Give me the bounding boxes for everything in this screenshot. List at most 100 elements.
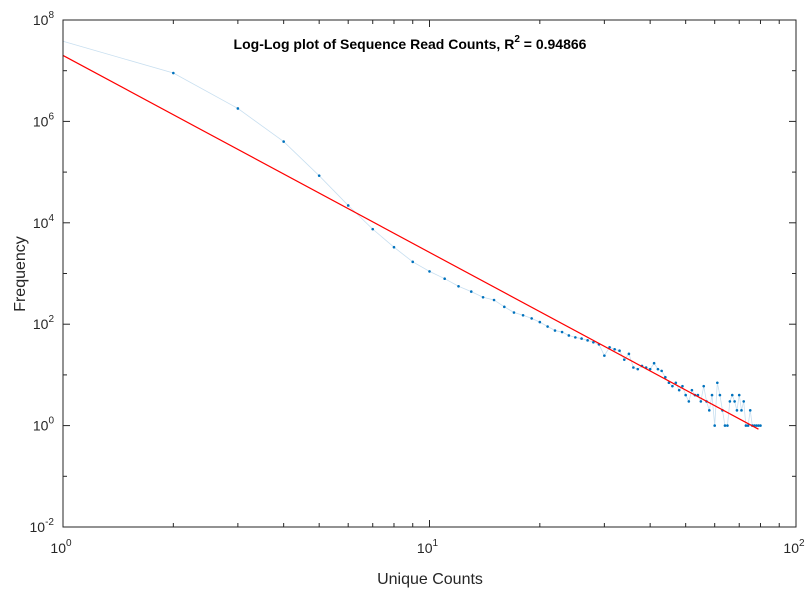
data-point: [687, 400, 691, 403]
data-point: [521, 313, 525, 317]
data-point: [636, 367, 640, 371]
series-layer: [62, 40, 762, 430]
data-point: [742, 400, 746, 403]
data-point: [512, 311, 516, 314]
data-point: [443, 277, 446, 280]
data-point: [172, 71, 175, 75]
x-tick-label-exponent: 2: [799, 538, 805, 549]
y-tick-label-exponent: 8: [48, 10, 54, 21]
data-point: [627, 352, 631, 356]
y-tick-label-base: 10: [33, 113, 49, 129]
data-point: [546, 325, 549, 328]
data-point: [744, 424, 748, 427]
x-tick-label: 102: [783, 538, 805, 556]
x-tick-label: 100: [50, 538, 72, 556]
data-point: [428, 270, 431, 273]
data-point: [664, 375, 667, 379]
data-point: [733, 400, 736, 403]
data-point: [282, 140, 285, 143]
y-tick-label-exponent: 6: [48, 111, 54, 122]
x-axis-label: Unique Counts: [377, 571, 483, 588]
data-point: [713, 424, 716, 427]
data-point: [652, 361, 656, 365]
data-point: [530, 317, 533, 320]
data-point: [677, 388, 681, 392]
data-point: [492, 298, 496, 302]
data-point: [560, 330, 564, 334]
data-point: [730, 393, 734, 397]
x-tick-label-base: 10: [50, 540, 66, 556]
chart-title: Log-Log plot of Sequence Read Counts, R2…: [234, 34, 587, 52]
y-tick-label-base: 10: [33, 418, 49, 434]
data-point: [481, 295, 485, 299]
data-point: [411, 260, 415, 264]
data-point: [622, 358, 626, 361]
data-point: [759, 424, 762, 427]
x-tick-label: 101: [417, 538, 439, 556]
data-point: [236, 107, 240, 110]
data-point: [608, 346, 611, 349]
y-tick-label-base: 10: [33, 215, 49, 231]
y-tick-label-base: 10: [30, 519, 46, 535]
data-point: [660, 369, 663, 373]
y-axis-label: Frequency: [12, 236, 29, 312]
y-tick-label-exponent: 0: [48, 416, 54, 427]
data-point: [392, 245, 396, 249]
data-point: [469, 290, 473, 293]
fit-line: [62, 54, 759, 430]
y-tick-label-exponent: -2: [45, 517, 54, 528]
data-point: [671, 384, 674, 388]
chart-title-main: Log-Log plot of Sequence Read Counts, R: [234, 36, 515, 52]
data-point: [553, 329, 557, 332]
y-tick-label-exponent: 4: [48, 213, 54, 224]
y-tick-label-exponent: 2: [48, 314, 54, 325]
data-point: [667, 381, 671, 385]
data-point: [317, 174, 321, 177]
chart-title-value: = 0.94866: [520, 36, 587, 52]
data-point: [371, 227, 375, 231]
data-point: [503, 305, 506, 309]
data-point: [592, 340, 595, 344]
data-point: [718, 393, 722, 397]
data-point: [735, 409, 739, 412]
y-tick-label-base: 10: [33, 316, 49, 332]
data-point: [707, 409, 711, 412]
data-point: [728, 400, 732, 403]
data-point: [681, 384, 684, 388]
data-point: [748, 409, 752, 412]
data-point: [567, 334, 571, 337]
data-point: [723, 424, 727, 427]
plot-background: [63, 20, 796, 527]
y-tick-label: 106: [33, 111, 55, 129]
data-point: [457, 284, 460, 288]
data-point: [586, 339, 589, 342]
data-point: [656, 367, 660, 371]
data-point: [746, 424, 750, 427]
data-point: [702, 384, 706, 388]
data-point: [674, 381, 678, 385]
y-tick-label: 104: [33, 213, 55, 231]
data-point: [757, 424, 760, 427]
y-tick-label: 102: [33, 314, 55, 332]
data-point: [603, 354, 606, 357]
data-point: [699, 400, 703, 403]
plot-frame: [62, 19, 797, 528]
data-point: [632, 366, 635, 369]
x-tick-label-base: 10: [783, 540, 799, 556]
data-point: [716, 381, 719, 385]
x-tick-label-base: 10: [417, 540, 433, 556]
data-point: [690, 388, 694, 392]
x-tick-label-exponent: 0: [66, 538, 72, 549]
data-point: [580, 337, 583, 340]
data-point: [648, 367, 652, 371]
data-point: [538, 320, 542, 324]
y-tick-label: 108: [33, 10, 55, 28]
chart-title-superscript: 2: [514, 34, 520, 45]
data-point: [684, 393, 687, 397]
data-point: [737, 393, 741, 397]
data-point: [710, 393, 714, 397]
data-point: [755, 424, 758, 427]
data-point: [740, 409, 743, 412]
